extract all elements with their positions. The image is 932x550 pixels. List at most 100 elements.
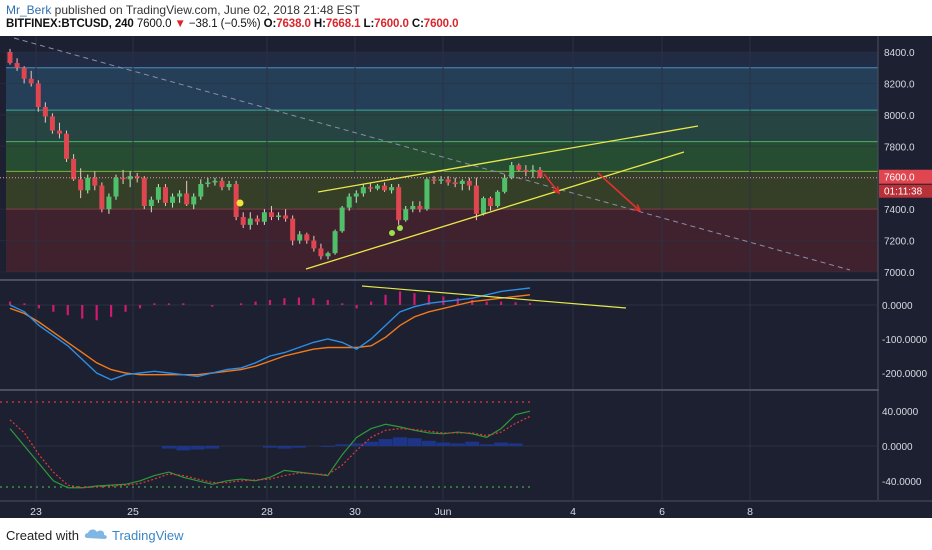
macd-divergence-line[interactable] (361, 285, 627, 309)
candle-body[interactable] (162, 187, 168, 203)
candle-body[interactable] (318, 248, 324, 257)
candle[interactable] (71, 154, 77, 181)
down-arrow-1[interactable] (543, 173, 561, 195)
candle-body[interactable] (459, 180, 465, 184)
candle-body[interactable] (445, 179, 451, 183)
candle-body[interactable] (509, 165, 515, 178)
candle[interactable] (311, 235, 317, 252)
candle[interactable] (410, 201, 416, 213)
candle-body[interactable] (99, 185, 105, 210)
candle-body[interactable] (382, 185, 388, 191)
candle-body[interactable] (191, 196, 197, 205)
candle[interactable] (530, 165, 536, 178)
candle[interactable] (424, 177, 430, 211)
candle-body[interactable] (56, 130, 62, 134)
candle[interactable] (240, 212, 246, 228)
candle-body[interactable] (127, 176, 133, 180)
candle[interactable] (64, 130, 70, 162)
candle[interactable] (120, 169, 126, 184)
candle-body[interactable] (396, 187, 402, 221)
candle-body[interactable] (530, 169, 536, 172)
candle-body[interactable] (155, 187, 161, 200)
candle-body[interactable] (516, 165, 522, 170)
candle-body[interactable] (134, 176, 140, 178)
candle[interactable] (141, 176, 147, 210)
candle[interactable] (170, 193, 176, 208)
candle-body[interactable] (360, 187, 366, 194)
candle[interactable] (42, 102, 48, 123)
candle[interactable] (516, 163, 522, 172)
candle[interactable] (374, 184, 380, 191)
candle[interactable] (389, 184, 395, 194)
candle[interactable] (134, 173, 140, 183)
candle[interactable] (99, 182, 105, 213)
candle[interactable] (339, 206, 345, 233)
candle-body[interactable] (170, 196, 176, 203)
upper-channel-line[interactable] (317, 125, 699, 193)
candle-body[interactable] (141, 177, 147, 206)
candle[interactable] (445, 176, 451, 186)
candle[interactable] (233, 180, 239, 221)
candle-body[interactable] (184, 193, 190, 205)
candle-body[interactable] (488, 198, 494, 206)
candle[interactable] (318, 243, 324, 260)
candle[interactable] (473, 177, 479, 221)
candle[interactable] (21, 66, 27, 84)
candle-body[interactable] (339, 207, 345, 232)
candle-body[interactable] (247, 218, 253, 225)
candle[interactable] (360, 184, 366, 197)
candle-body[interactable] (71, 158, 77, 180)
candle-body[interactable] (311, 240, 317, 249)
candle-body[interactable] (219, 180, 225, 188)
candle[interactable] (459, 179, 465, 191)
candle-body[interactable] (177, 193, 183, 197)
candle-body[interactable] (268, 212, 274, 217)
oscillator-pane[interactable] (0, 401, 878, 489)
candle-body[interactable] (304, 234, 310, 241)
candle-body[interactable] (21, 67, 27, 79)
candle-body[interactable] (120, 177, 126, 180)
candle[interactable] (488, 196, 494, 211)
candle[interactable] (162, 184, 168, 206)
candle-body[interactable] (431, 179, 437, 181)
candle[interactable] (191, 193, 197, 210)
candle-body[interactable] (49, 116, 55, 131)
signal-line[interactable] (9, 294, 531, 376)
candle-body[interactable] (417, 206, 423, 210)
candle-body[interactable] (438, 179, 444, 181)
macd-line[interactable] (9, 287, 531, 381)
candle-body[interactable] (205, 182, 211, 184)
candle-body[interactable] (290, 218, 296, 241)
candle[interactable] (254, 215, 260, 225)
candle-body[interactable] (64, 133, 70, 159)
candle-body[interactable] (113, 177, 119, 197)
candle-body[interactable] (403, 209, 409, 221)
candle[interactable] (28, 70, 34, 87)
candle[interactable] (49, 113, 55, 134)
candle[interactable] (466, 177, 472, 191)
candle-body[interactable] (537, 169, 543, 178)
candle[interactable] (480, 196, 486, 216)
candle[interactable] (155, 184, 161, 203)
candle[interactable] (247, 212, 253, 230)
candle[interactable] (537, 167, 543, 178)
candle[interactable] (332, 229, 338, 255)
candle[interactable] (226, 180, 232, 191)
candle-body[interactable] (14, 63, 20, 68)
candle-body[interactable] (346, 196, 352, 208)
candle[interactable] (212, 177, 218, 186)
candle[interactable] (148, 196, 154, 213)
candle-body[interactable] (523, 169, 529, 172)
candle[interactable] (268, 206, 274, 221)
osc-slow-line[interactable] (9, 415, 531, 489)
candle-body[interactable] (424, 179, 430, 210)
candle[interactable] (325, 251, 331, 260)
candle[interactable] (290, 215, 296, 246)
candle[interactable] (184, 180, 190, 206)
candle-body[interactable] (85, 177, 91, 191)
candle-body[interactable] (473, 185, 479, 214)
candle[interactable] (431, 176, 437, 184)
candle[interactable] (261, 209, 267, 225)
candle-body[interactable] (480, 198, 486, 214)
candle-body[interactable] (367, 187, 373, 189)
